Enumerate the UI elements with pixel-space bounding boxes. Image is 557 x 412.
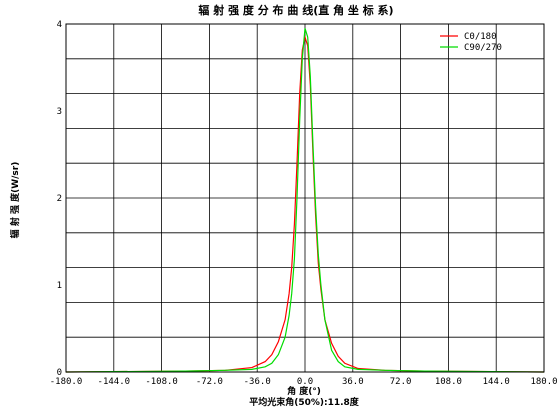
x-tick-labels: -180.0 -144.0 -108.0 -72.0 -36.0 0.0 36.0 72.0 1… [50,377,557,387]
x-tick-label: 72.0 [390,377,412,387]
y-tick-label: 4 [57,20,62,30]
grid [65,23,545,373]
x-tick-label: 180.0 [530,377,557,387]
x-tick-label: -144.0 [98,377,131,387]
x-tick-label: 0.0 [297,377,313,387]
series-line-C90-270 [65,28,545,373]
x-tick-label: -108.0 [145,377,178,387]
y-tick-labels: 0 1 2 3 4 [57,20,62,378]
beam-angle-note: 平均光束角(50%):11.8度 [249,396,360,408]
x-tick-label: -36.0 [244,377,271,387]
legend-label: C90/270 [464,43,502,53]
legend-label: C0/180 [464,32,497,42]
series-layer [65,28,545,373]
y-tick-label: 0 [57,368,62,378]
x-axis-label: 角 度(°) [287,385,321,397]
chart-title: 辐 射 强 度 分 布 曲 线(直 角 坐 标 系) [198,3,393,17]
y-tick-label: 2 [57,194,62,204]
x-tick-label: 108.0 [435,377,462,387]
x-tick-label: 144.0 [483,377,510,387]
x-tick-label: 36.0 [342,377,364,387]
x-tick-label: -180.0 [50,377,83,387]
y-tick-label: 3 [57,107,62,117]
y-axis-label: 辐 射 强 度(W/sr) [9,162,21,239]
series-line-C0-180 [65,34,545,373]
plot-frame [65,23,545,373]
x-tick-label: -72.0 [196,377,223,387]
y-tick-label: 1 [57,281,62,291]
